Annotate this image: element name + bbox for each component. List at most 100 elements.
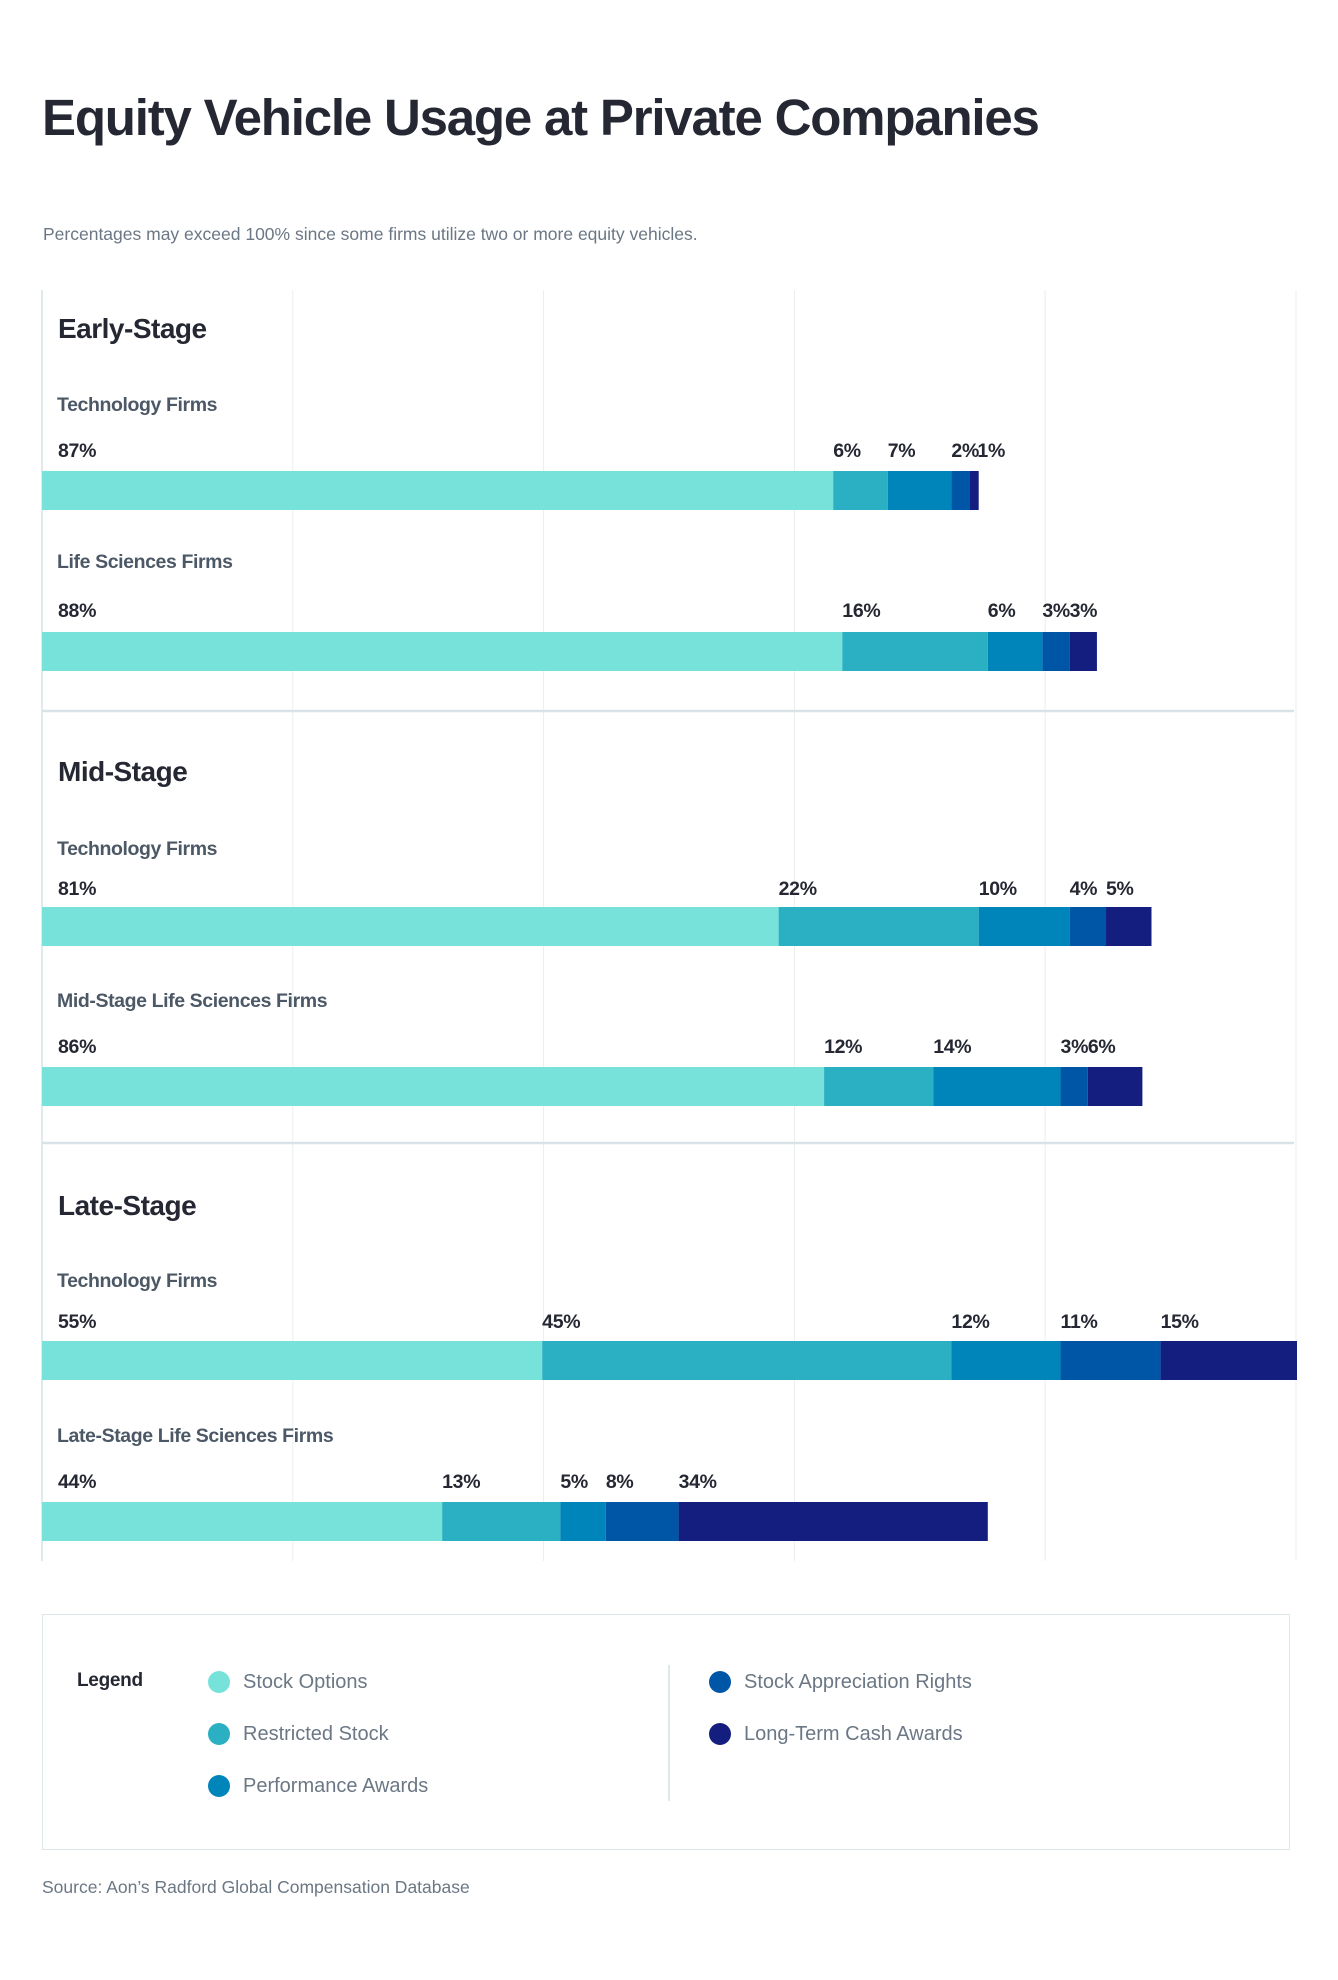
data-label: 6% — [1088, 1036, 1116, 1058]
bar-segment-long-term-cash-awards — [1087, 1067, 1143, 1106]
bar-segment-stock-options — [42, 1067, 825, 1106]
bar-row: Mid-Stage Life Sciences Firms 86% 12% 14% 3%… — [42, 990, 1143, 1106]
bar-segment-restricted-stock — [442, 1502, 561, 1541]
data-label: 5% — [560, 1471, 588, 1493]
data-label: 5% — [1106, 878, 1134, 900]
data-label: 44% — [58, 1471, 96, 1493]
stacked-bar-chart: Early-Stage Technology Firms 87% 6% 7% 2%1% Li… — [41, 290, 1297, 1561]
bar-segment-restricted-stock — [542, 1341, 952, 1380]
legend-column-2: Stock Appreciation Rights Long-Term Cash… — [709, 1669, 972, 1773]
stage-title: Early-Stage — [58, 313, 207, 344]
data-label: 8% — [606, 1471, 634, 1493]
bar-segment-restricted-stock — [833, 471, 888, 510]
stage-group-early-stage: Early-Stage Technology Firms 87% 6% 7% 2%1% Li… — [42, 313, 1098, 671]
bar-row: Technology Firms 87% 6% 7% 2%1% — [42, 394, 1005, 510]
bar-category-label: Technology Firms — [57, 1270, 218, 1292]
chart-subtitle: Percentages may exceed 100% since some f… — [43, 224, 698, 244]
bar-segment-performance-awards — [951, 1341, 1061, 1380]
legend-item-stock-options: Stock Options — [208, 1669, 428, 1695]
chart-title: Equity Vehicle Usage at Private Companie… — [42, 89, 1040, 146]
data-label: 13% — [442, 1471, 480, 1493]
bar-segment-long-term-cash-awards — [969, 471, 979, 510]
data-label: 4% — [1070, 878, 1098, 900]
data-label: 10% — [979, 878, 1017, 900]
data-label: 3% — [1042, 600, 1070, 622]
data-label: 22% — [779, 878, 817, 900]
bar-segment-stock-options — [42, 632, 843, 671]
bar-segment-long-term-cash-awards — [678, 1502, 988, 1541]
bar-category-label: Mid-Stage Life Sciences Firms — [57, 990, 328, 1012]
data-label: 7% — [888, 440, 916, 462]
bar-segment-performance-awards — [933, 1067, 1061, 1106]
data-label: 16% — [842, 600, 880, 622]
bar-segment-stock-appreciation-rights — [951, 471, 970, 510]
data-label: 6% — [988, 600, 1016, 622]
legend-swatch-long-term-cash-awards — [709, 1723, 731, 1745]
legend-title: Legend — [77, 1670, 143, 1691]
bar-segment-stock-options — [42, 1502, 443, 1541]
bar-category-label: Late-Stage Life Sciences Firms — [57, 1425, 334, 1447]
bar-segment-stock-options — [42, 907, 779, 946]
data-label: 2% — [951, 440, 979, 462]
data-label: 3% — [1061, 1036, 1089, 1058]
legend-label: Stock Appreciation Rights — [744, 1670, 972, 1693]
stage-title: Mid-Stage — [58, 756, 187, 787]
data-label: 14% — [933, 1036, 971, 1058]
source-note: Source: Aon’s Radford Global Compensatio… — [42, 1877, 470, 1897]
bar-category-label: Technology Firms — [57, 394, 218, 416]
data-label: 55% — [58, 1311, 96, 1333]
stage-group-mid-stage: Mid-Stage Technology Firms 81% 22% 10% 4% 5% Mi… — [42, 756, 1152, 1106]
legend-label: Stock Options — [243, 1670, 368, 1693]
data-label: 6% — [833, 440, 861, 462]
legend-swatch-stock-options — [208, 1671, 230, 1693]
data-label: 11% — [1061, 1311, 1098, 1333]
bar-category-label: Technology Firms — [57, 838, 218, 860]
legend-item-long-term-cash-awards: Long-Term Cash Awards — [709, 1721, 972, 1747]
bar-segment-restricted-stock — [824, 1067, 934, 1106]
data-label: 1% — [977, 440, 1005, 462]
legend-column-1: Stock Options Restricted Stock Performan… — [208, 1669, 428, 1825]
bar-segment-stock-options — [42, 1341, 543, 1380]
bar-segment-long-term-cash-awards — [1160, 1341, 1297, 1380]
data-label: 12% — [951, 1311, 989, 1333]
data-label: 87% — [58, 440, 96, 462]
bar-segment-performance-awards — [978, 907, 1070, 946]
bar-row: Late-Stage Life Sciences Firms 44% 13% 5% 8%… — [42, 1425, 988, 1541]
legend-swatch-performance-awards — [208, 1775, 230, 1797]
data-label: 45% — [542, 1311, 580, 1333]
legend-item-performance-awards: Performance Awards — [208, 1773, 428, 1799]
bar-row: Life Sciences Firms 88% 16% 6% 3% 3% — [42, 551, 1098, 671]
bar-segment-performance-awards — [987, 632, 1043, 671]
stage-title: Late-Stage — [58, 1190, 196, 1221]
data-label: 88% — [58, 600, 96, 622]
data-label: 86% — [58, 1036, 96, 1058]
legend: Legend Stock Options Restricted Stock Pe… — [42, 1614, 1290, 1850]
bar-segment-stock-options — [42, 471, 834, 510]
bar-row: Technology Firms 55% 45% 12% 11% 15% — [42, 1270, 1297, 1380]
data-label: 12% — [824, 1036, 862, 1058]
bar-segment-long-term-cash-awards — [1069, 632, 1097, 671]
legend-item-restricted-stock: Restricted Stock — [208, 1721, 428, 1747]
bar-segment-restricted-stock — [842, 632, 988, 671]
bar-segment-stock-appreciation-rights — [1042, 632, 1070, 671]
legend-label: Long-Term Cash Awards — [744, 1722, 963, 1745]
data-label: 3% — [1070, 600, 1098, 622]
bar-segment-long-term-cash-awards — [1106, 907, 1152, 946]
bar-segment-stock-appreciation-rights — [1069, 907, 1107, 946]
bar-segment-performance-awards — [887, 471, 952, 510]
legend-label: Restricted Stock — [243, 1722, 389, 1745]
data-label: 81% — [58, 878, 96, 900]
bar-segment-stock-appreciation-rights — [1060, 1067, 1088, 1106]
stage-group-late-stage: Late-Stage Technology Firms 55% 45% 12% 11% 15… — [42, 1190, 1297, 1541]
bar-segment-performance-awards — [560, 1502, 606, 1541]
legend-divider — [668, 1665, 670, 1801]
data-label: 15% — [1161, 1311, 1199, 1333]
bar-segment-stock-appreciation-rights — [1060, 1341, 1161, 1380]
bar-segment-stock-appreciation-rights — [605, 1502, 679, 1541]
legend-item-stock-appreciation-rights: Stock Appreciation Rights — [709, 1669, 972, 1695]
legend-swatch-stock-appreciation-rights — [709, 1671, 731, 1693]
legend-swatch-restricted-stock — [208, 1723, 230, 1745]
bar-row: Technology Firms 81% 22% 10% 4% 5% — [42, 838, 1152, 946]
bar-category-label: Life Sciences Firms — [57, 551, 233, 573]
bar-segment-restricted-stock — [778, 907, 979, 946]
